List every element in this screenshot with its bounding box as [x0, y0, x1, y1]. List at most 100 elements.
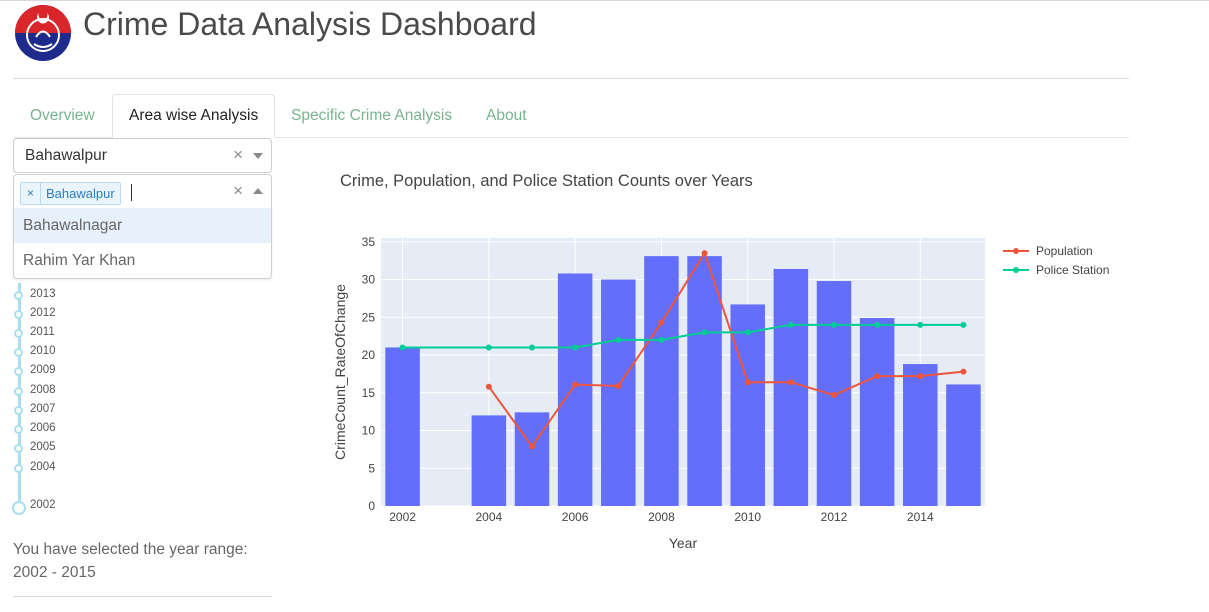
chart-title: Crime, Population, and Police Station Co… [340, 172, 753, 190]
crime-bar [471, 415, 507, 506]
slider-mark-label: 2004 [30, 461, 56, 473]
series-point [399, 344, 406, 351]
slider-mark-label: 2005 [30, 441, 56, 453]
y-tick-label: 5 [368, 461, 375, 475]
y-axis-title: CrimeCount_RateOfChange [332, 284, 348, 460]
series-point [529, 344, 535, 351]
y-tick-label: 30 [362, 273, 376, 287]
slider-mark[interactable] [14, 406, 23, 415]
slider-mark-label: 2013 [30, 288, 56, 300]
series-point [917, 373, 924, 380]
y-tick-label: 35 [362, 235, 376, 249]
legend-label: Population [1036, 244, 1093, 258]
selected-tag: × Bahawalpur [20, 182, 121, 205]
crime-bar [601, 279, 636, 506]
series-point [744, 329, 751, 336]
x-tick-label: 2010 [734, 510, 761, 524]
slider-handle[interactable] [12, 501, 26, 515]
series-point [874, 373, 881, 380]
series-point [615, 382, 622, 389]
chevron-down-icon[interactable] [253, 153, 263, 159]
tab-about[interactable]: About [486, 107, 527, 124]
district-dropdown[interactable]: Bahawalpur × [13, 138, 272, 173]
slider-mark-label: 2010 [30, 345, 56, 357]
crime-bar [946, 384, 981, 506]
series-point [960, 368, 967, 375]
slider-mark[interactable] [14, 444, 23, 453]
series-point [572, 381, 579, 388]
slider-mark[interactable] [14, 464, 23, 473]
series-point [917, 321, 924, 328]
dropdown-option[interactable]: Rahim Yar Khan [23, 252, 136, 269]
header-divider [13, 78, 1129, 79]
y-tick-label: 0 [368, 499, 375, 513]
crime-bar [773, 268, 809, 506]
dropdown-menu: Bahawalnagar Rahim Yar Khan [13, 208, 272, 279]
slider-mark[interactable] [14, 329, 23, 338]
year-range-readout: You have selected the year range: 2002 -… [13, 538, 248, 584]
top-border [0, 0, 1209, 1]
series-point [960, 321, 967, 328]
crime-bar [730, 304, 765, 506]
y-tick-label: 25 [362, 310, 376, 324]
legend-marker [1013, 248, 1019, 254]
legend-label: Police Station [1036, 263, 1109, 277]
y-tick-label: 20 [362, 348, 376, 362]
series-point [701, 250, 708, 257]
series-point [485, 344, 492, 351]
slider-mark-label: 2002 [30, 499, 56, 511]
crime-population-chart: 0 5 10 15 20 25 30 35 2002 2004 2006 2008 2010 2012 20… [332, 235, 1109, 551]
series-point [744, 379, 751, 386]
series-point [831, 392, 837, 399]
y-tick-label: 10 [362, 424, 376, 438]
legend-marker [1013, 267, 1019, 273]
year-range-caption: You have selected the year range: [13, 541, 248, 558]
clear-icon[interactable]: × [233, 145, 243, 164]
series-point [701, 329, 708, 336]
crime-bar [644, 256, 679, 506]
crime-bar [687, 256, 722, 506]
slider-mark[interactable] [14, 387, 23, 396]
slider-mark[interactable] [14, 310, 23, 319]
dropdown-option[interactable]: Bahawalnagar [14, 208, 271, 243]
y-tick-label: 15 [362, 386, 376, 400]
slider-mark[interactable] [14, 348, 23, 357]
remove-tag-icon[interactable]: × [21, 183, 42, 204]
crime-bar [557, 273, 593, 506]
series-point [572, 344, 579, 351]
slider-mark[interactable] [14, 367, 23, 376]
slider-mark-label: 2011 [30, 326, 55, 338]
series-point [658, 336, 665, 343]
slider-mark-label: 2012 [30, 307, 56, 319]
slider-mark-label: 2007 [30, 403, 56, 415]
series-point [485, 383, 492, 390]
slider-mark[interactable] [14, 425, 23, 434]
slider-mark[interactable] [14, 291, 23, 300]
police-emblem-logo [15, 5, 71, 61]
multi-select-dropdown[interactable]: × Bahawalpur × [13, 174, 272, 209]
series-line-population [488, 250, 964, 449]
tab-bar: Overview Area wise Analysis Specific Cri… [13, 94, 1129, 138]
crime-bar [859, 318, 895, 506]
district-dropdown-value: Bahawalpur [25, 147, 107, 164]
page-title: Crime Data Analysis Dashboard [83, 6, 537, 42]
tab-specific-crime-analysis[interactable]: Specific Crime Analysis [291, 107, 453, 124]
tab-overview[interactable]: Overview [30, 107, 95, 124]
crime-bar [385, 347, 420, 506]
tab-area-wise-analysis[interactable]: Area wise Analysis [112, 94, 276, 138]
series-point [787, 379, 794, 386]
x-tick-label: 2002 [389, 510, 416, 524]
series-point [874, 321, 881, 328]
clear-all-icon[interactable]: × [233, 181, 243, 200]
selected-tag-label: Bahawalpur [46, 186, 115, 201]
series-point [658, 319, 665, 326]
series-point [529, 443, 535, 450]
chevron-up-icon[interactable] [253, 188, 263, 194]
series-point [615, 336, 622, 343]
x-axis-title: Year [669, 535, 698, 551]
series-point [787, 321, 794, 328]
x-tick-label: 2014 [907, 510, 934, 524]
crime-bar [514, 412, 550, 506]
crime-bar [903, 364, 938, 506]
x-tick-label: 2008 [648, 510, 675, 524]
